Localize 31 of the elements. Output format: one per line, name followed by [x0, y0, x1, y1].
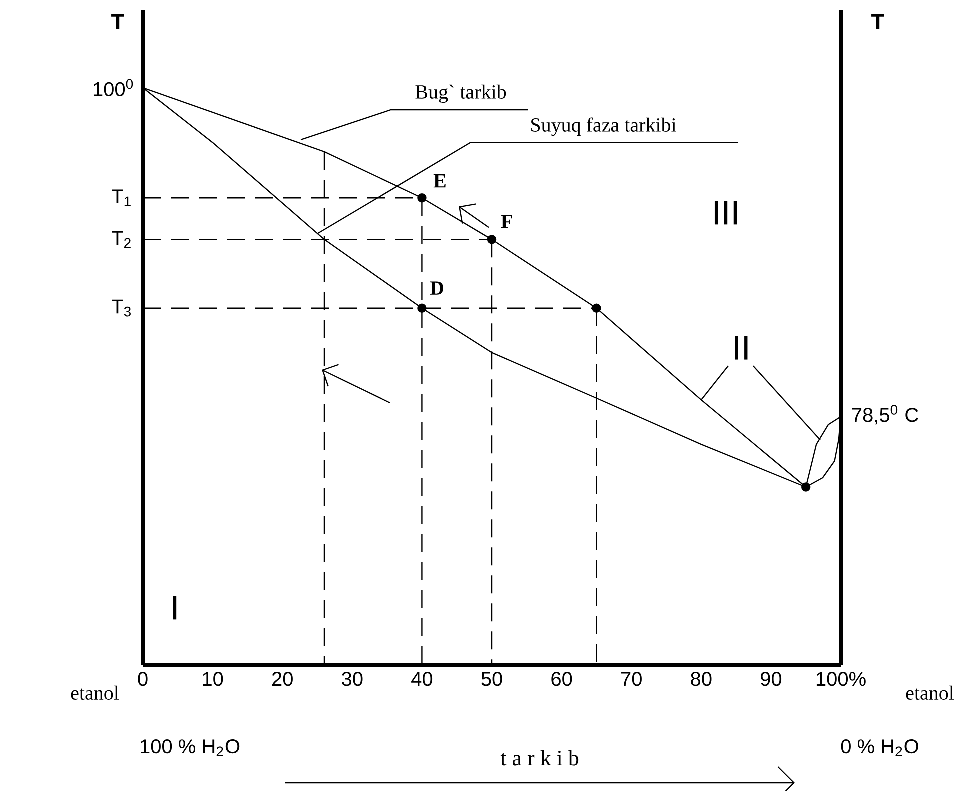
x-tick-label: 90: [761, 672, 782, 686]
x-tick-label: 40: [412, 672, 433, 686]
annotation: T$_{2}$: [112, 231, 131, 248]
text: 100 % H$_{2}$O: [141, 740, 240, 756]
x-tick-label: 50: [482, 672, 502, 686]
y2-axis-title: T: [872, 14, 884, 30]
annotation: 100$^{0}$: [94, 79, 134, 96]
x-tick-label: 100%: [816, 672, 866, 686]
text: etanol: [906, 686, 954, 700]
x-tick-label: 0: [138, 672, 148, 686]
annotation: T$_{3}$: [112, 300, 131, 317]
x-axis-title: t a r k i b: [500, 750, 579, 766]
annotation: E: [434, 174, 446, 188]
annotation: II: [735, 336, 748, 360]
annotation: 78,5$^{0}$ C: [852, 405, 918, 425]
annotation: Suyuq faza tarkibi: [532, 118, 676, 136]
annotation: I: [173, 596, 177, 620]
text: etanol: [71, 686, 120, 700]
x-tick-label: 20: [272, 672, 293, 686]
x-tick-label: 80: [691, 672, 712, 686]
annotation: III: [714, 201, 738, 225]
x-tick-label: 70: [622, 672, 642, 686]
x-tick-label: 10: [203, 672, 224, 686]
text: 0 % H$_{2}$O: [841, 740, 918, 756]
x-tick-label: 30: [342, 672, 363, 686]
y-axis-title: T: [112, 14, 124, 30]
annotation: D: [430, 282, 444, 295]
x-tick-label: 60: [552, 672, 572, 686]
annotation: T$_{1}$: [112, 190, 131, 206]
annotation: F: [501, 215, 512, 228]
annotation: Bug` tarkib: [416, 84, 506, 104]
